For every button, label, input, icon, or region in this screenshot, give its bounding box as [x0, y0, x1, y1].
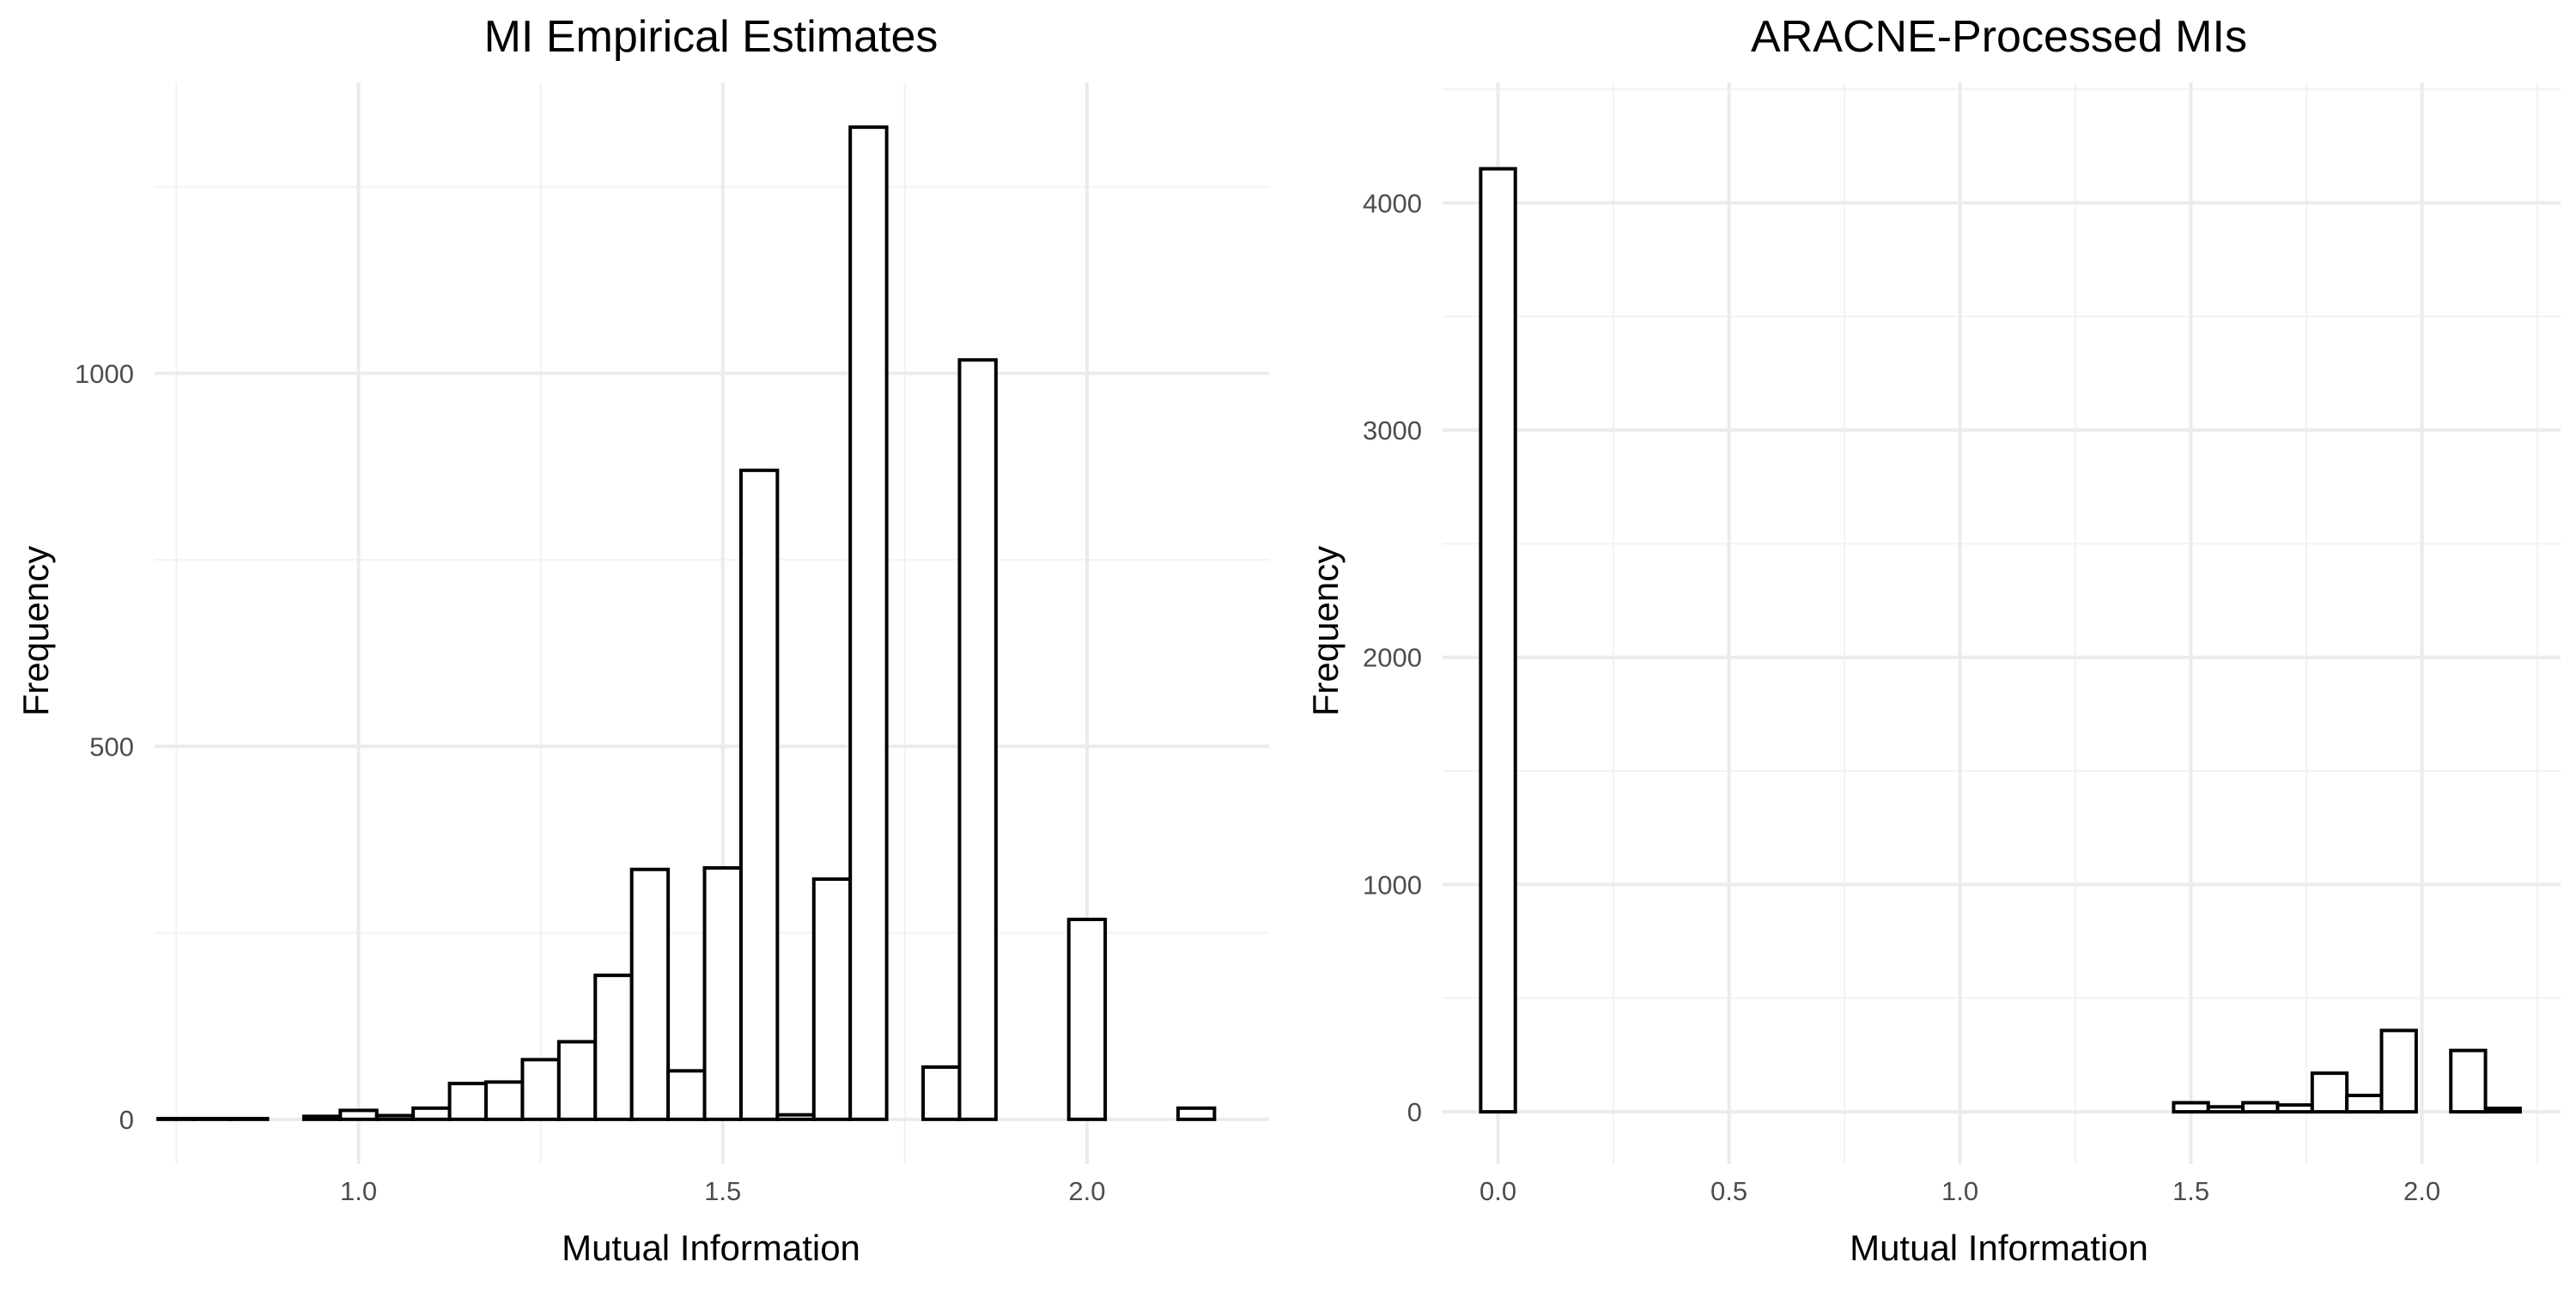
histogram-bar: [666, 1069, 707, 1121]
histogram-bar: [811, 877, 853, 1121]
x-axis-title: Mutual Information: [562, 1228, 860, 1268]
histogram-bar: [2345, 1094, 2384, 1114]
x-axis-title: Mutual Information: [1850, 1228, 2148, 1268]
y-tick-label: 500: [89, 731, 134, 761]
histogram-bar: [848, 125, 889, 1121]
y-tick-label: 0: [1407, 1097, 1422, 1127]
histogram-bar: [1066, 917, 1108, 1121]
histogram-bar: [957, 358, 998, 1121]
histogram-bar: [556, 1040, 598, 1121]
x-tick-label: 0.5: [1710, 1176, 1747, 1206]
histogram-bar: [1176, 1106, 1217, 1121]
histogram-bar: [2275, 1103, 2314, 1114]
histogram-bar: [2449, 1048, 2488, 1114]
bars: [156, 125, 1217, 1121]
histogram-bar: [629, 867, 671, 1121]
x-tick-label: 1.0: [1941, 1176, 1978, 1206]
histogram-bar: [593, 974, 634, 1121]
histogram-bar: [921, 1065, 962, 1121]
histogram-bar: [2241, 1101, 2280, 1114]
x-tick-label: 1.5: [2172, 1176, 2209, 1206]
histogram-bar: [374, 1113, 416, 1121]
y-axis-title: Frequency: [1305, 546, 1346, 716]
x-tick-label: 1.5: [704, 1176, 741, 1206]
histogram-bar: [738, 468, 780, 1121]
histogram-bar: [2483, 1107, 2522, 1114]
x-tick-label: 1.0: [340, 1176, 377, 1206]
x-tick-label: 2.0: [2403, 1176, 2440, 1206]
histogram-bar: [702, 866, 743, 1121]
bars: [1479, 167, 2522, 1114]
histogram-bar: [301, 1114, 343, 1121]
histogram-bar: [1479, 167, 1517, 1114]
histogram-bar: [447, 1082, 489, 1121]
y-axis-title: Frequency: [15, 546, 56, 716]
y-tick-label: 3000: [1363, 416, 1422, 446]
panel-aracne-processed: ARACNE-Processed MIs Mutual Information …: [1305, 12, 2561, 1268]
histogram-bar: [775, 1113, 816, 1121]
histogram-bar: [2310, 1071, 2349, 1114]
chart-title: ARACNE-Processed MIs: [1751, 12, 2247, 62]
x-tick-label: 0.0: [1479, 1176, 1516, 1206]
x-tick-label: 2.0: [1068, 1176, 1105, 1206]
chart-title: MI Empirical Estimates: [484, 12, 939, 62]
y-tick-label: 4000: [1363, 188, 1422, 218]
histogram-bar: [2172, 1101, 2210, 1114]
y-tick-label: 2000: [1363, 643, 1422, 673]
y-tick-label: 1000: [1363, 870, 1422, 900]
panel-mi-empirical: MI Empirical Estimates Mutual Informatio…: [15, 12, 1269, 1268]
histogram-bar: [2206, 1105, 2245, 1114]
grid: [1443, 82, 2561, 1164]
y-tick-label: 0: [119, 1105, 134, 1135]
histogram-bar: [2379, 1028, 2418, 1114]
histogram-bar: [520, 1058, 561, 1121]
histogram-bar: [338, 1108, 379, 1121]
histogram-bar: [484, 1080, 525, 1121]
histogram-bar: [411, 1106, 452, 1121]
y-tick-label: 1000: [75, 359, 134, 389]
